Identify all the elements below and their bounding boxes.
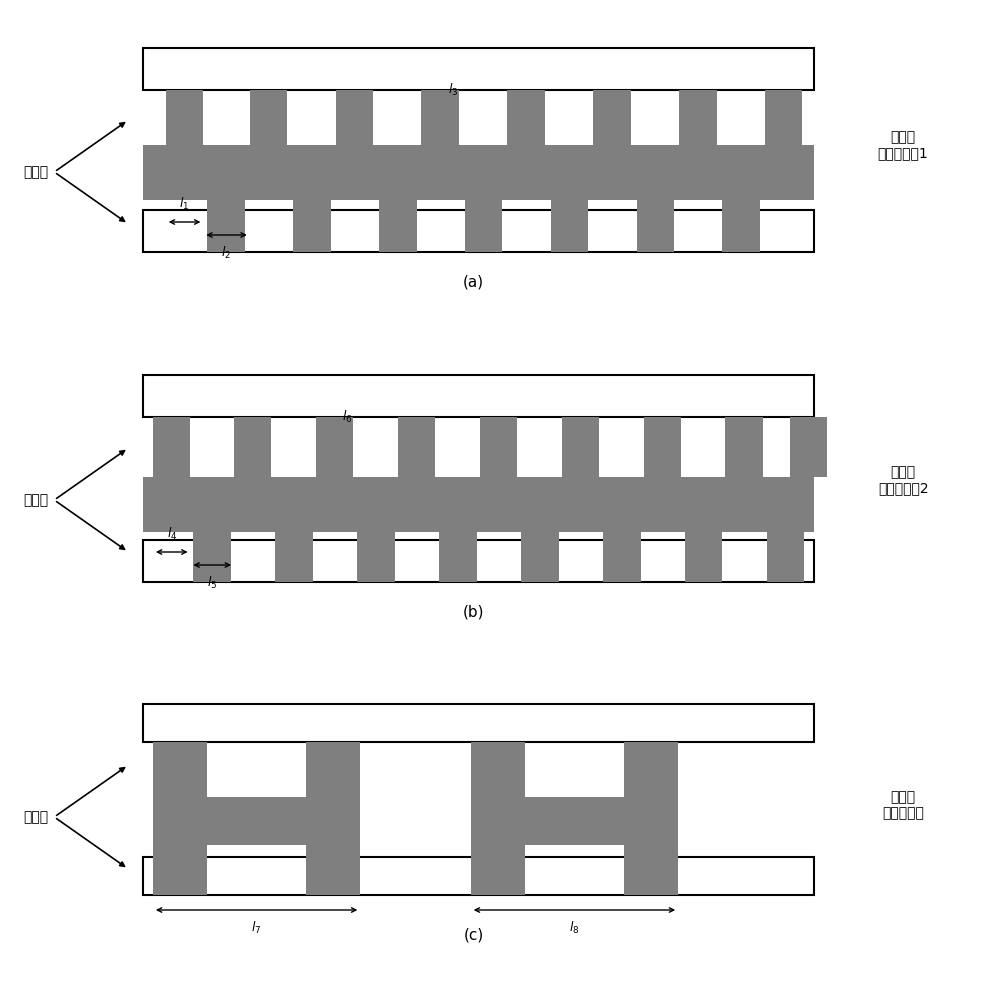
- Bar: [623, 742, 677, 797]
- Bar: [143, 704, 813, 742]
- Bar: [357, 532, 394, 582]
- Bar: [249, 90, 287, 145]
- Bar: [335, 90, 373, 145]
- Text: 锣齿型
共模滤波器1: 锣齿型 共模滤波器1: [877, 130, 928, 160]
- Bar: [306, 845, 360, 895]
- Text: 差分线: 差分线: [24, 493, 48, 507]
- Text: 锣齿型
共模滤波器2: 锣齿型 共模滤波器2: [877, 465, 928, 495]
- Bar: [470, 845, 525, 895]
- Bar: [153, 742, 207, 797]
- Text: $l_1$: $l_1$: [179, 196, 189, 212]
- Bar: [636, 200, 673, 252]
- Bar: [722, 200, 759, 252]
- Bar: [143, 48, 813, 90]
- Bar: [193, 532, 231, 582]
- Bar: [593, 90, 630, 145]
- Bar: [725, 417, 762, 477]
- Bar: [207, 200, 245, 252]
- Bar: [397, 417, 435, 477]
- Bar: [439, 532, 476, 582]
- Bar: [470, 742, 525, 797]
- Text: 级联型
共模滤波器: 级联型 共模滤波器: [881, 790, 923, 820]
- Bar: [316, 417, 353, 477]
- Bar: [550, 200, 588, 252]
- Bar: [643, 417, 680, 477]
- Bar: [764, 90, 802, 145]
- Text: 差分线: 差分线: [24, 810, 48, 824]
- Bar: [143, 857, 813, 895]
- Text: (a): (a): [462, 274, 484, 290]
- Bar: [293, 200, 330, 252]
- Bar: [143, 145, 813, 200]
- Bar: [789, 417, 826, 477]
- Bar: [143, 375, 813, 417]
- Text: $l_2$: $l_2$: [221, 245, 232, 261]
- Bar: [153, 417, 190, 477]
- Text: $l_6$: $l_6$: [342, 409, 353, 425]
- Bar: [153, 845, 207, 895]
- Bar: [143, 477, 813, 532]
- Text: (b): (b): [462, 604, 484, 619]
- Bar: [421, 90, 458, 145]
- Text: (c): (c): [463, 928, 483, 942]
- Text: $l_5$: $l_5$: [207, 575, 217, 591]
- Bar: [507, 90, 544, 145]
- Bar: [166, 90, 203, 145]
- Bar: [479, 417, 517, 477]
- Bar: [684, 532, 722, 582]
- Bar: [602, 532, 640, 582]
- Bar: [143, 540, 813, 582]
- Bar: [234, 417, 271, 477]
- Bar: [623, 845, 677, 895]
- Text: $l_7$: $l_7$: [251, 920, 261, 936]
- Bar: [766, 532, 804, 582]
- Bar: [678, 90, 716, 145]
- Bar: [275, 532, 313, 582]
- Text: 差分线: 差分线: [24, 165, 48, 179]
- Text: $l_3$: $l_3$: [448, 82, 458, 98]
- Bar: [153, 797, 360, 845]
- Bar: [306, 742, 360, 797]
- Bar: [521, 532, 558, 582]
- Bar: [561, 417, 599, 477]
- Text: $l_8$: $l_8$: [569, 920, 579, 936]
- Text: $l_4$: $l_4$: [167, 526, 176, 542]
- Bar: [464, 200, 502, 252]
- Bar: [379, 200, 416, 252]
- Bar: [470, 797, 677, 845]
- Bar: [143, 210, 813, 252]
